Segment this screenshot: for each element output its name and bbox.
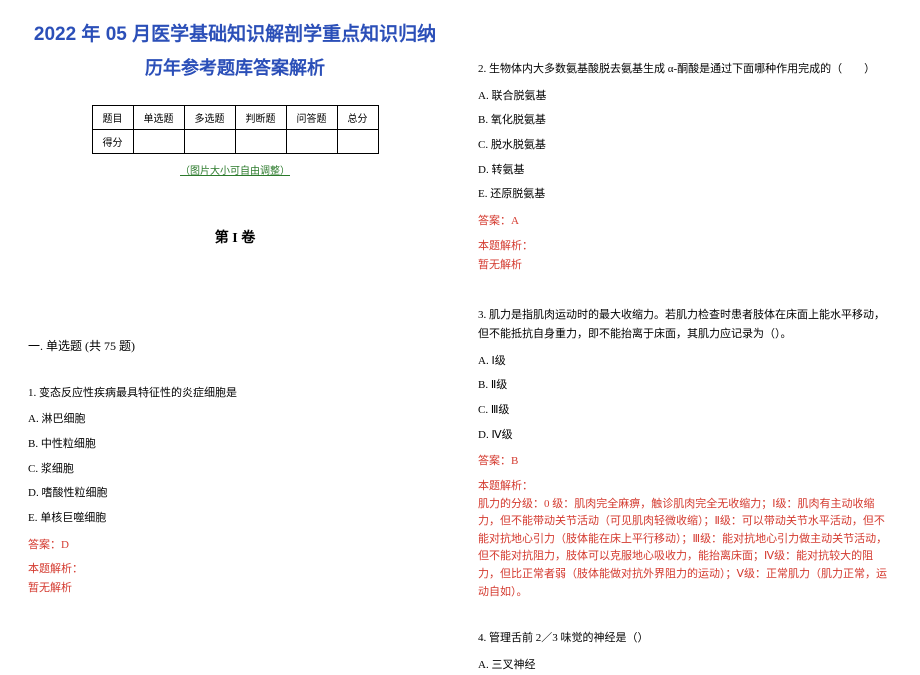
q1-answer: 答案：D bbox=[28, 536, 442, 555]
score-cell bbox=[286, 129, 337, 153]
q1-opt-a: A. 淋巴细胞 bbox=[28, 410, 442, 429]
spacer bbox=[478, 288, 892, 306]
q3-explanation-label: 本题解析： bbox=[478, 477, 892, 496]
question-4: 4. 管理舌前 2／3 味觉的神经是（） A. 三叉神经 bbox=[478, 629, 892, 674]
score-th-multi: 多选题 bbox=[184, 105, 235, 129]
question-1: 1. 变态反应性疾病最具特征性的炎症细胞是 A. 淋巴细胞 B. 中性粒细胞 C… bbox=[28, 384, 442, 598]
q3-opt-c: C. Ⅲ级 bbox=[478, 401, 892, 420]
q2-opt-b: B. 氧化脱氨基 bbox=[478, 111, 892, 130]
q1-explanation-label: 本题解析： bbox=[28, 560, 442, 579]
q3-explanation-body: 肌力的分级：0 级：肌肉完全麻痹，触诊肌肉完全无收缩力；Ⅰ级：肌肉有主动收缩力，… bbox=[478, 496, 892, 602]
q2-opt-a: A. 联合脱氨基 bbox=[478, 87, 892, 106]
q3-answer: 答案：B bbox=[478, 452, 892, 471]
spacer bbox=[478, 615, 892, 629]
section-heading: 一. 单选题 (共 75 题) bbox=[28, 337, 442, 354]
score-table-score-row: 得分 bbox=[92, 129, 378, 153]
q2-answer: 答案：A bbox=[478, 212, 892, 231]
q4-text: 4. 管理舌前 2／3 味觉的神经是（） bbox=[478, 629, 892, 648]
q1-opt-d: D. 嗜酸性粒细胞 bbox=[28, 484, 442, 503]
doc-title-line2: 历年参考题库答案解析 bbox=[28, 52, 442, 84]
right-column: 2. 生物体内大多数氨基酸脱去氨基生成 α-酮酸是通过下面哪种作用完成的（ ） … bbox=[460, 0, 920, 651]
q1-opt-c: C. 浆细胞 bbox=[28, 460, 442, 479]
score-th-judge: 判断题 bbox=[235, 105, 286, 129]
q1-opt-e: E. 单核巨噬细胞 bbox=[28, 509, 442, 528]
q2-explanation-body: 暂无解析 bbox=[478, 256, 892, 275]
doc-title-line1: 2022 年 05 月医学基础知识解剖学重点知识归纳 bbox=[28, 18, 442, 52]
score-table-header-row: 题目 单选题 多选题 判断题 问答题 总分 bbox=[92, 105, 378, 129]
question-2: 2. 生物体内大多数氨基酸脱去氨基生成 α-酮酸是通过下面哪种作用完成的（ ） … bbox=[478, 60, 892, 274]
q1-opt-b: B. 中性粒细胞 bbox=[28, 435, 442, 454]
q2-text: 2. 生物体内大多数氨基酸脱去氨基生成 α-酮酸是通过下面哪种作用完成的（ ） bbox=[478, 60, 892, 79]
score-cell bbox=[184, 129, 235, 153]
score-th-single: 单选题 bbox=[133, 105, 184, 129]
q3-opt-b: B. Ⅱ级 bbox=[478, 376, 892, 395]
q2-explanation-label: 本题解析： bbox=[478, 237, 892, 256]
score-th-item: 题目 bbox=[92, 105, 133, 129]
two-column-layout: 2022 年 05 月医学基础知识解剖学重点知识归纳 历年参考题库答案解析 题目… bbox=[0, 0, 920, 651]
image-note: （图片大小可自由调整） bbox=[28, 162, 442, 177]
score-cell bbox=[133, 129, 184, 153]
q1-explanation-body: 暂无解析 bbox=[28, 579, 442, 598]
q2-opt-c: C. 脱水脱氨基 bbox=[478, 136, 892, 155]
score-label-cell: 得分 bbox=[92, 129, 133, 153]
score-cell bbox=[337, 129, 378, 153]
score-cell bbox=[235, 129, 286, 153]
q3-opt-a: A. Ⅰ级 bbox=[478, 352, 892, 371]
left-column: 2022 年 05 月医学基础知识解剖学重点知识归纳 历年参考题库答案解析 题目… bbox=[0, 0, 460, 651]
q1-text: 1. 变态反应性疾病最具特征性的炎症细胞是 bbox=[28, 384, 442, 403]
q2-opt-d: D. 转氨基 bbox=[478, 161, 892, 180]
question-3: 3. 肌力是指肌肉运动时的最大收缩力。若肌力检查时患者肢体在床面上能水平移动，但… bbox=[478, 306, 892, 601]
q4-opt-a: A. 三叉神经 bbox=[478, 656, 892, 675]
q2-opt-e: E. 还原脱氨基 bbox=[478, 185, 892, 204]
score-table: 题目 单选题 多选题 判断题 问答题 总分 得分 bbox=[92, 105, 379, 154]
q3-text: 3. 肌力是指肌肉运动时的最大收缩力。若肌力检查时患者肢体在床面上能水平移动，但… bbox=[478, 306, 892, 343]
q3-opt-d: D. Ⅳ级 bbox=[478, 426, 892, 445]
score-th-qa: 问答题 bbox=[286, 105, 337, 129]
volume-heading: 第 I 卷 bbox=[28, 227, 442, 247]
score-th-total: 总分 bbox=[337, 105, 378, 129]
